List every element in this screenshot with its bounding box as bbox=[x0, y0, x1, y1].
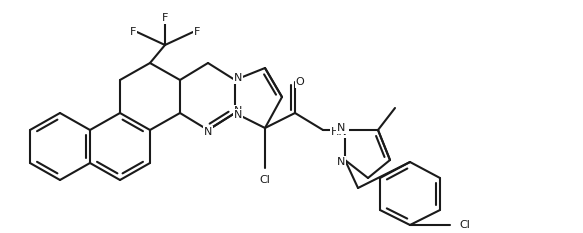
Text: N: N bbox=[204, 127, 212, 137]
Text: HN: HN bbox=[331, 127, 347, 137]
Text: F: F bbox=[162, 13, 168, 23]
Text: Cl: Cl bbox=[459, 220, 470, 230]
Text: F: F bbox=[130, 27, 136, 37]
Text: N: N bbox=[337, 123, 345, 133]
Text: N: N bbox=[234, 73, 242, 83]
Text: Cl: Cl bbox=[259, 175, 271, 185]
Text: N: N bbox=[337, 157, 345, 167]
Text: F: F bbox=[194, 27, 200, 37]
Text: O: O bbox=[296, 77, 304, 87]
Text: N: N bbox=[234, 106, 242, 116]
Text: N: N bbox=[234, 110, 242, 120]
